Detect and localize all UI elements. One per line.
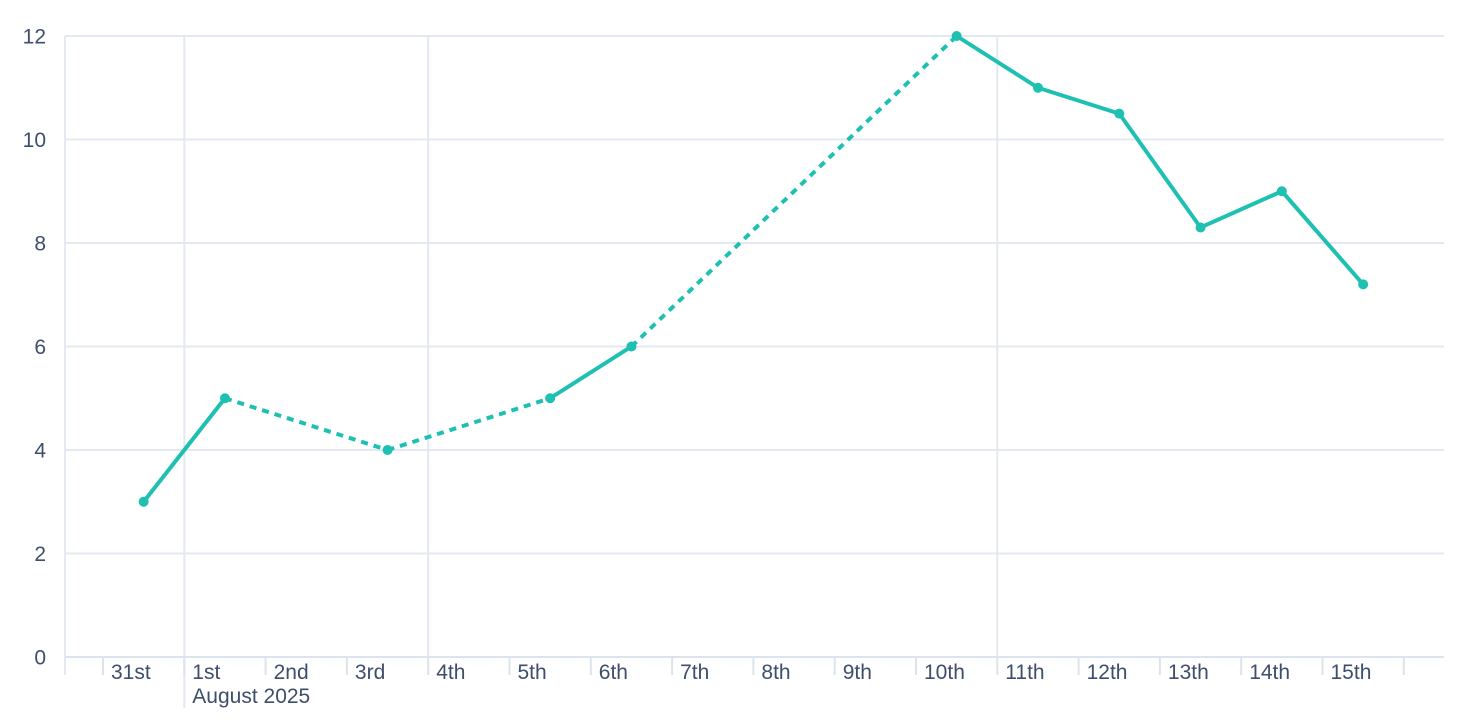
data-point[interactable] xyxy=(382,445,393,455)
data-point[interactable] xyxy=(219,393,230,404)
x-axis-tick-label: 31st xyxy=(111,661,151,684)
series-segment-dashed xyxy=(630,34,959,348)
series-segment-solid xyxy=(1198,189,1284,230)
x-axis-tick-label: 4th xyxy=(436,661,465,684)
month-caption: August 2025 xyxy=(192,685,310,708)
data-point[interactable] xyxy=(545,393,556,404)
x-axis-tick-label: 10th xyxy=(924,661,965,684)
x-axis-tick-label: 11th xyxy=(1005,661,1044,684)
series-segment-dashed xyxy=(386,396,551,452)
data-point[interactable] xyxy=(1276,186,1287,197)
y-axis-tick-label: 6 xyxy=(34,336,46,359)
y-axis-tick-label: 4 xyxy=(34,439,46,462)
data-point[interactable] xyxy=(1195,222,1206,233)
data-point[interactable] xyxy=(138,496,149,507)
x-axis-tick-label: 14th xyxy=(1249,661,1290,684)
y-axis-tick-label: 2 xyxy=(34,543,46,566)
x-axis-tick-label: 15th xyxy=(1331,661,1372,684)
series-segment-solid xyxy=(548,344,634,401)
y-axis-tick-label: 8 xyxy=(34,232,46,255)
data-point[interactable] xyxy=(1114,108,1125,119)
x-axis-tick-label: 12th xyxy=(1087,661,1128,684)
x-axis-tick-label: 1st xyxy=(192,661,220,684)
x-axis-tick-label: 9th xyxy=(843,661,872,684)
series-segment-solid xyxy=(1035,85,1122,116)
data-point[interactable] xyxy=(951,31,962,41)
series-segment-dashed xyxy=(224,396,389,452)
x-axis-tick-label: 3rd xyxy=(355,661,385,684)
x-axis-tick-label: 13th xyxy=(1168,661,1209,684)
y-axis-tick-label: 10 xyxy=(23,129,46,152)
x-axis-tick-label: 8th xyxy=(761,661,790,684)
data-point[interactable] xyxy=(1032,82,1043,93)
x-axis-tick-label: 6th xyxy=(599,661,628,684)
x-axis-tick-label: 7th xyxy=(680,661,709,684)
x-axis-tick-label: 5th xyxy=(518,661,547,684)
data-point[interactable] xyxy=(626,341,637,352)
series-segment-solid xyxy=(954,34,1040,90)
series-segment-solid xyxy=(141,396,227,504)
y-axis-tick-label: 12 xyxy=(23,25,46,48)
series-segment-solid xyxy=(1279,189,1366,287)
data-point[interactable] xyxy=(1358,279,1369,290)
x-axis-tick-label: 2nd xyxy=(274,661,309,684)
series-segment-solid xyxy=(1117,111,1203,230)
y-axis-tick-label: 0 xyxy=(34,646,46,669)
